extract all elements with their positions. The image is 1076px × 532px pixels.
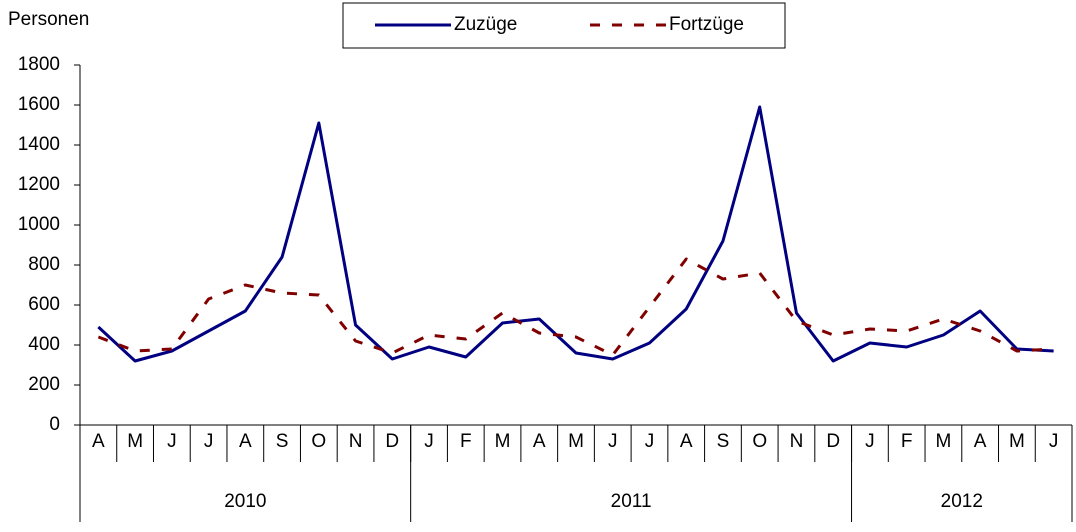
y-tick-label: 600 xyxy=(28,294,60,315)
year-label: 2011 xyxy=(611,491,652,512)
legend-label: Fortzüge xyxy=(669,14,744,35)
y-tick-label: 1200 xyxy=(18,174,60,195)
x-tick-label: F xyxy=(460,431,472,452)
year-label: 2010 xyxy=(224,491,266,512)
year-label: 2012 xyxy=(941,491,983,512)
x-tick-label: M xyxy=(568,431,584,452)
x-tick-label: N xyxy=(349,431,363,452)
x-tick-label: O xyxy=(311,431,326,452)
x-tick-label: J xyxy=(645,431,655,452)
y-tick-label: 1000 xyxy=(18,214,60,235)
x-tick-label: J xyxy=(204,431,214,452)
x-tick-label: F xyxy=(901,431,913,452)
y-tick-label: 1400 xyxy=(18,134,60,155)
y-tick-label: 400 xyxy=(28,334,60,355)
x-tick-label: M xyxy=(127,431,143,452)
x-tick-label: A xyxy=(239,431,252,452)
y-tick-label: 200 xyxy=(28,374,60,395)
x-tick-label: J xyxy=(1049,431,1059,452)
y-axis-label: Personen xyxy=(8,9,89,30)
series-line xyxy=(97,105,1054,363)
x-tick-label: J xyxy=(865,431,875,452)
x-tick-label: J xyxy=(167,431,177,452)
x-tick-label: A xyxy=(974,431,987,452)
y-tick-label: 1800 xyxy=(18,54,60,75)
x-tick-label: M xyxy=(935,431,951,452)
x-tick-label: A xyxy=(92,431,105,452)
x-tick-label: D xyxy=(385,431,399,452)
x-tick-label: O xyxy=(752,431,767,452)
x-tick-label: A xyxy=(680,431,693,452)
y-tick-label: 800 xyxy=(28,254,60,275)
x-tick-label: M xyxy=(1009,431,1025,452)
x-tick-label: J xyxy=(424,431,434,452)
legend-label: Zuzüge xyxy=(454,14,517,35)
x-tick-label: M xyxy=(495,431,511,452)
y-tick-label: 0 xyxy=(49,414,60,435)
x-tick-label: S xyxy=(276,431,289,452)
x-tick-label: A xyxy=(533,431,546,452)
series-line xyxy=(97,257,1054,357)
x-tick-label: S xyxy=(717,431,730,452)
x-tick-label: J xyxy=(608,431,618,452)
x-tick-label: N xyxy=(790,431,804,452)
y-tick-label: 1600 xyxy=(18,94,60,115)
x-tick-label: D xyxy=(826,431,840,452)
